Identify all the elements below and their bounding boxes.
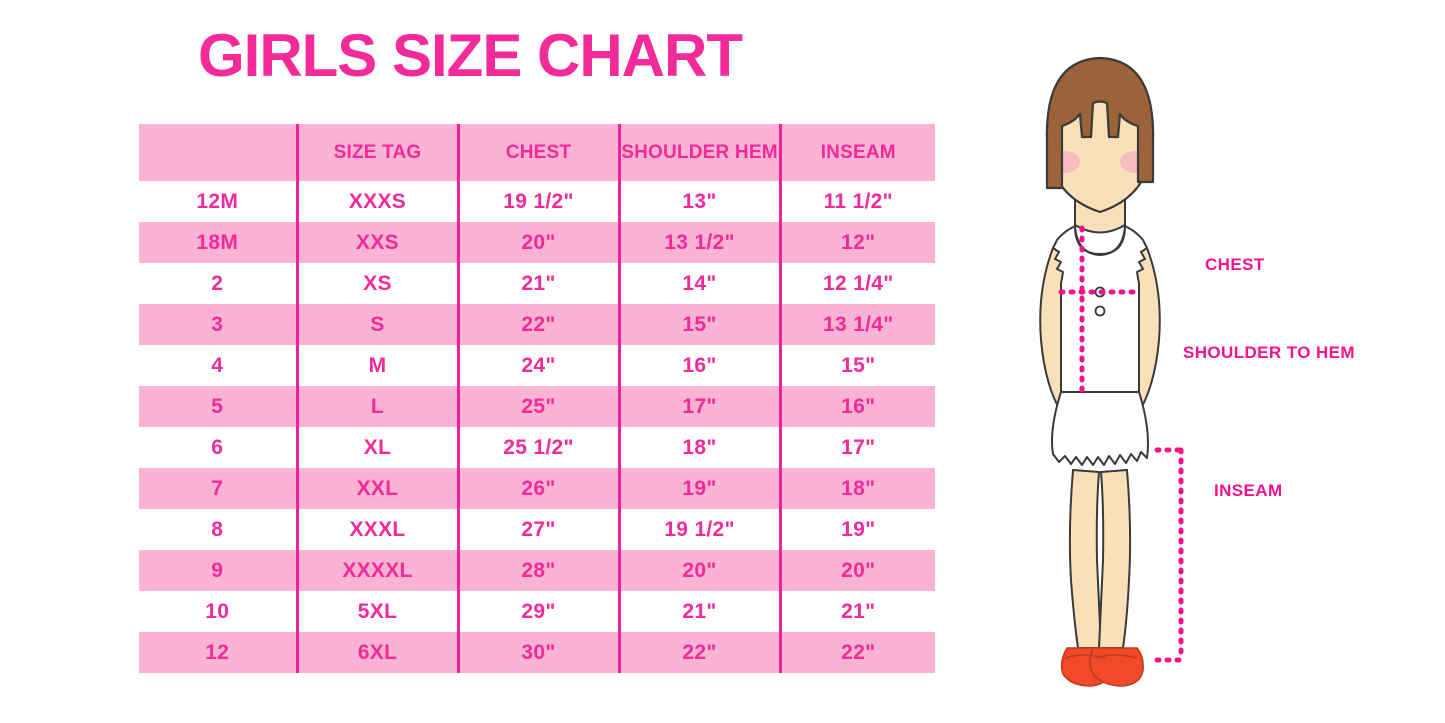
cell-chest: 20" [456, 222, 619, 263]
cell-size-tag: XXXL [295, 509, 458, 550]
table-header-row: SIZE TAG CHEST SHOULDER HEM INSEAM [139, 124, 935, 181]
table-row: 7 XXL 26" 19" 18" [139, 468, 935, 509]
cell-size: 3 [139, 304, 297, 345]
cell-size: 4 [139, 345, 297, 386]
cell-shoulder-hem: 19" [617, 468, 780, 509]
cell-inseam: 12 1/4" [778, 263, 935, 304]
cell-size-tag: XL [295, 427, 458, 468]
cell-size-tag: L [295, 386, 458, 427]
neckline [1074, 225, 1126, 257]
column-header-size [139, 124, 297, 181]
cell-chest: 29" [456, 591, 619, 632]
cell-chest: 30" [456, 632, 619, 673]
cell-size-tag: XXXXL [295, 550, 458, 591]
cell-size-tag: 5XL [295, 591, 458, 632]
table-row: 8 XXXL 27" 19 1/2" 19" [139, 509, 935, 550]
cell-size: 9 [139, 550, 297, 591]
table-row: 10 5XL 29" 21" 21" [139, 591, 935, 632]
table-row: 18M XXS 20" 13 1/2" 12" [139, 222, 935, 263]
cell-size: 7 [139, 468, 297, 509]
cell-shoulder-hem: 17" [617, 386, 780, 427]
cell-chest: 22" [456, 304, 619, 345]
right-shoe-strap [1094, 654, 1138, 659]
cell-size-tag: XXXS [295, 181, 458, 222]
hair-shape [1045, 56, 1155, 190]
cell-size-tag: XXL [295, 468, 458, 509]
cell-inseam: 15" [778, 345, 935, 386]
cell-size: 18M [139, 222, 297, 263]
column-header-chest: CHEST [456, 124, 619, 181]
size-chart-table: SIZE TAG CHEST SHOULDER HEM INSEAM 12M XX… [139, 124, 935, 673]
cell-chest: 24" [456, 345, 619, 386]
button-bottom [1094, 305, 1106, 317]
cell-chest: 25 1/2" [456, 427, 619, 468]
cell-size: 6 [139, 427, 297, 468]
column-header-size-tag: SIZE TAG [295, 124, 458, 181]
cell-shoulder-hem: 13" [617, 181, 780, 222]
page-title: GIRLS SIZE CHART [197, 22, 743, 89]
table-row: 12M XXXS 19 1/2" 13" 11 1/2" [139, 181, 935, 222]
cell-size: 10 [139, 591, 297, 632]
label-inseam: INSEAM [1214, 481, 1283, 500]
cell-size: 8 [139, 509, 297, 550]
label-chest: CHEST [1205, 255, 1265, 274]
cell-chest: 19 1/2" [456, 181, 619, 222]
label-shoulder-to-hem: SHOULDER TO HEM [1183, 343, 1355, 362]
table-row: 4 M 24" 16" 15" [139, 345, 935, 386]
table-body: 12M XXXS 19 1/2" 13" 11 1/2" 18M XXS 20" 13 1/2"… [139, 181, 935, 673]
cell-size-tag: 6XL [295, 632, 458, 673]
cell-shoulder-hem: 13 1/2" [617, 222, 780, 263]
cell-size: 5 [139, 386, 297, 427]
cell-shoulder-hem: 18" [617, 427, 780, 468]
cell-shoulder-hem: 20" [617, 550, 780, 591]
left-leg [1068, 468, 1103, 649]
table-row: 2 XS 21" 14" 12 1/4" [139, 263, 935, 304]
cell-inseam: 16" [778, 386, 935, 427]
cell-inseam: 18" [778, 468, 935, 509]
cell-size: 12M [139, 181, 297, 222]
cell-shoulder-hem: 16" [617, 345, 780, 386]
cell-shoulder-hem: 19 1/2" [617, 509, 780, 550]
cell-size-tag: M [295, 345, 458, 386]
cell-size-tag: S [295, 304, 458, 345]
cell-chest: 27" [456, 509, 619, 550]
cell-size-tag: XS [295, 263, 458, 304]
cell-size: 2 [139, 263, 297, 304]
cell-chest: 26" [456, 468, 619, 509]
skirt-shape [1051, 391, 1149, 466]
cell-inseam: 20" [778, 550, 935, 591]
cell-size-tag: XXS [295, 222, 458, 263]
cell-inseam: 22" [778, 632, 935, 673]
cell-chest: 25" [456, 386, 619, 427]
cell-inseam: 11 1/2" [778, 181, 935, 222]
cell-inseam: 13 1/4" [778, 304, 935, 345]
cell-inseam: 17" [778, 427, 935, 468]
cell-chest: 21" [456, 263, 619, 304]
cell-shoulder-hem: 22" [617, 632, 780, 673]
table-row: 5 L 25" 17" 16" [139, 386, 935, 427]
girl-illustration [975, 40, 1225, 690]
cell-chest: 28" [456, 550, 619, 591]
column-header-inseam: INSEAM [778, 124, 935, 181]
cell-shoulder-hem: 21" [617, 591, 780, 632]
table-row: 12 6XL 30" 22" 22" [139, 632, 935, 673]
right-leg [1097, 468, 1132, 649]
cell-inseam: 12" [778, 222, 935, 263]
table-row: 6 XL 25 1/2" 18" 17" [139, 427, 935, 468]
cell-inseam: 19" [778, 509, 935, 550]
table-row: 9 XXXXL 28" 20" 20" [139, 550, 935, 591]
column-header-shoulder-hem: SHOULDER HEM [617, 124, 780, 181]
cell-shoulder-hem: 14" [617, 263, 780, 304]
cell-inseam: 21" [778, 591, 935, 632]
cell-shoulder-hem: 15" [617, 304, 780, 345]
cell-size: 12 [139, 632, 297, 673]
table-row: 3 S 22" 15" 13 1/4" [139, 304, 935, 345]
